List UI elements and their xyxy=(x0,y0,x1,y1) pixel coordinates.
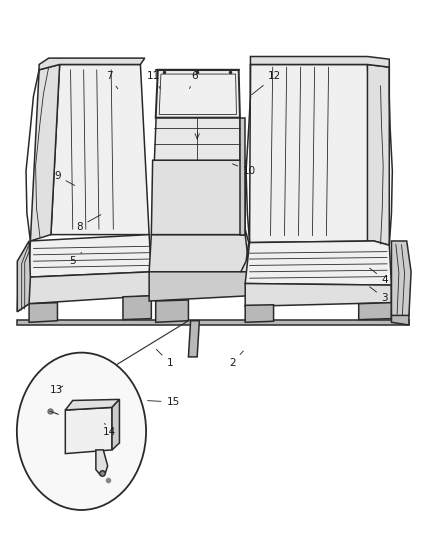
Polygon shape xyxy=(392,310,409,325)
Text: 9: 9 xyxy=(54,171,74,185)
Polygon shape xyxy=(29,235,151,277)
Polygon shape xyxy=(245,305,274,322)
Polygon shape xyxy=(245,284,392,306)
Polygon shape xyxy=(149,235,250,272)
Polygon shape xyxy=(65,399,120,410)
Polygon shape xyxy=(367,64,389,245)
Polygon shape xyxy=(39,58,145,70)
Text: 3: 3 xyxy=(370,287,388,303)
Polygon shape xyxy=(250,64,374,243)
Polygon shape xyxy=(17,277,29,312)
Text: 5: 5 xyxy=(69,253,81,266)
Polygon shape xyxy=(155,300,188,322)
Polygon shape xyxy=(155,70,240,118)
Text: 2: 2 xyxy=(229,351,244,368)
Polygon shape xyxy=(17,320,409,325)
Text: 13: 13 xyxy=(50,385,63,395)
Text: 15: 15 xyxy=(148,397,180,407)
Text: 4: 4 xyxy=(370,268,388,285)
Polygon shape xyxy=(30,64,60,241)
Text: 10: 10 xyxy=(233,164,256,176)
Text: 7: 7 xyxy=(106,71,118,89)
Polygon shape xyxy=(240,118,245,235)
Polygon shape xyxy=(112,399,120,450)
Polygon shape xyxy=(65,407,112,454)
Polygon shape xyxy=(151,160,245,235)
Polygon shape xyxy=(149,272,250,301)
Polygon shape xyxy=(392,285,409,316)
Polygon shape xyxy=(17,241,30,312)
Polygon shape xyxy=(188,321,199,357)
Polygon shape xyxy=(359,303,392,320)
Polygon shape xyxy=(245,241,392,285)
Text: 14: 14 xyxy=(102,423,116,438)
Polygon shape xyxy=(29,303,57,322)
Polygon shape xyxy=(29,272,151,304)
Polygon shape xyxy=(154,118,240,160)
Polygon shape xyxy=(392,241,411,316)
Circle shape xyxy=(17,353,146,510)
Text: 1: 1 xyxy=(156,349,173,368)
Text: 11: 11 xyxy=(147,71,160,88)
Text: 6: 6 xyxy=(190,71,198,88)
Polygon shape xyxy=(123,296,151,320)
Text: 8: 8 xyxy=(76,215,101,232)
Polygon shape xyxy=(96,450,108,475)
Text: 12: 12 xyxy=(252,71,282,95)
Polygon shape xyxy=(51,64,149,235)
Polygon shape xyxy=(251,56,389,67)
